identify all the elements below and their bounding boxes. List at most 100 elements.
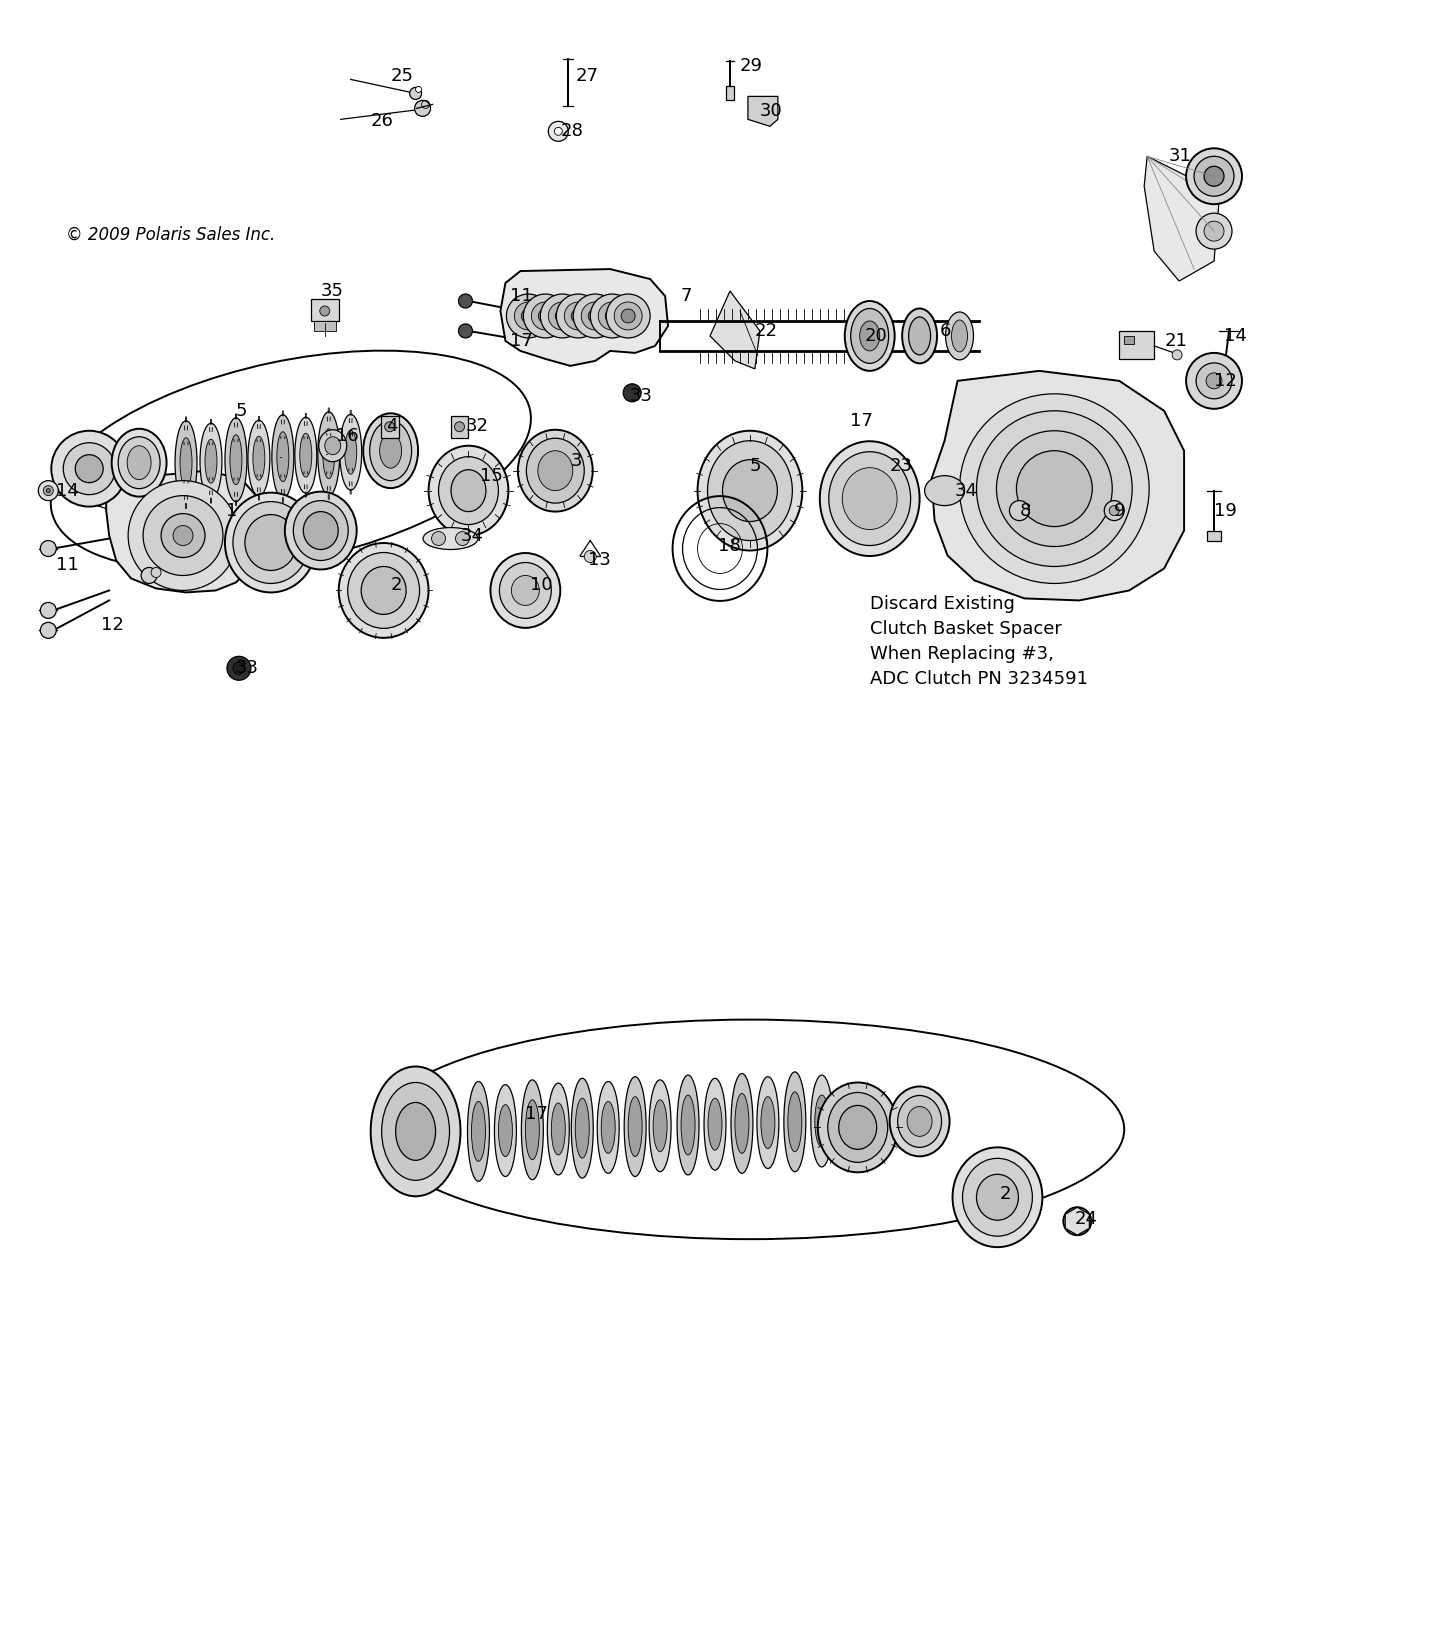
Ellipse shape (180, 437, 192, 488)
Ellipse shape (788, 1092, 801, 1152)
Ellipse shape (339, 543, 428, 638)
Ellipse shape (272, 415, 293, 499)
Circle shape (598, 302, 627, 330)
Ellipse shape (827, 1092, 887, 1162)
Text: 17: 17 (525, 1105, 548, 1123)
Text: 33: 33 (236, 659, 259, 677)
Circle shape (1203, 222, 1224, 242)
Ellipse shape (860, 322, 880, 351)
Ellipse shape (119, 437, 160, 488)
Circle shape (1196, 214, 1232, 250)
Text: 26: 26 (371, 113, 394, 131)
Polygon shape (501, 269, 668, 366)
Polygon shape (106, 470, 263, 592)
Text: 12: 12 (1213, 372, 1236, 390)
Text: 21: 21 (1165, 331, 1186, 349)
Bar (1125, 336, 1135, 344)
Text: 34: 34 (461, 527, 484, 545)
Circle shape (1206, 372, 1222, 388)
Circle shape (233, 663, 245, 674)
Ellipse shape (495, 1085, 517, 1177)
Circle shape (1186, 353, 1242, 408)
Polygon shape (1065, 1208, 1089, 1235)
Polygon shape (748, 96, 778, 126)
Text: 2: 2 (999, 1185, 1010, 1203)
Circle shape (46, 488, 50, 493)
Circle shape (524, 294, 567, 338)
Ellipse shape (428, 446, 508, 535)
Circle shape (554, 127, 562, 135)
Ellipse shape (681, 1095, 695, 1155)
Ellipse shape (839, 1105, 877, 1149)
Circle shape (1016, 450, 1092, 527)
Ellipse shape (468, 1082, 489, 1182)
Ellipse shape (363, 413, 418, 488)
Ellipse shape (175, 421, 197, 504)
Circle shape (1063, 1208, 1092, 1235)
Ellipse shape (624, 1077, 647, 1177)
Circle shape (521, 308, 535, 323)
Text: 2: 2 (391, 576, 402, 594)
Circle shape (228, 656, 250, 681)
Text: 30: 30 (760, 103, 783, 121)
Ellipse shape (907, 1106, 932, 1136)
Ellipse shape (547, 1084, 570, 1175)
Bar (381, 416, 399, 437)
Circle shape (557, 294, 600, 338)
Ellipse shape (395, 1103, 435, 1160)
Ellipse shape (697, 431, 803, 550)
Circle shape (1221, 369, 1234, 384)
Ellipse shape (784, 1072, 806, 1172)
Circle shape (622, 384, 641, 401)
Circle shape (43, 486, 53, 496)
Circle shape (541, 294, 584, 338)
Ellipse shape (814, 1095, 829, 1147)
Circle shape (555, 308, 570, 323)
Circle shape (152, 568, 162, 578)
Circle shape (455, 532, 469, 545)
Ellipse shape (205, 439, 218, 483)
Ellipse shape (376, 1020, 1125, 1239)
Text: 5: 5 (236, 401, 248, 419)
Ellipse shape (953, 1147, 1042, 1247)
Ellipse shape (339, 415, 362, 490)
Circle shape (52, 431, 127, 506)
Ellipse shape (319, 429, 346, 462)
Text: 17: 17 (850, 411, 873, 429)
Ellipse shape (345, 431, 356, 475)
Text: 19: 19 (1213, 501, 1236, 519)
Ellipse shape (843, 468, 897, 529)
Ellipse shape (817, 1082, 897, 1172)
Ellipse shape (518, 429, 592, 511)
Circle shape (39, 481, 59, 501)
Circle shape (409, 88, 422, 100)
Circle shape (173, 526, 193, 545)
Ellipse shape (248, 421, 270, 496)
Ellipse shape (325, 437, 341, 455)
Text: 3: 3 (571, 452, 582, 470)
Text: 17: 17 (511, 331, 534, 349)
Bar (313, 322, 336, 331)
Bar (451, 416, 468, 437)
Text: 34: 34 (954, 481, 977, 499)
Bar (311, 299, 339, 322)
Circle shape (1105, 501, 1125, 521)
Ellipse shape (844, 300, 894, 370)
Ellipse shape (525, 1100, 539, 1160)
Ellipse shape (323, 429, 335, 478)
Circle shape (1196, 362, 1232, 398)
Ellipse shape (597, 1082, 620, 1173)
Circle shape (548, 121, 568, 142)
Ellipse shape (601, 1102, 615, 1154)
Circle shape (976, 411, 1132, 566)
Text: 28: 28 (561, 122, 584, 140)
Polygon shape (710, 290, 760, 369)
Circle shape (621, 308, 635, 323)
Ellipse shape (902, 308, 937, 364)
Circle shape (581, 302, 610, 330)
Ellipse shape (498, 1105, 512, 1157)
Text: 27: 27 (575, 67, 598, 85)
Circle shape (385, 421, 395, 432)
Ellipse shape (571, 1079, 594, 1178)
Ellipse shape (225, 418, 248, 501)
